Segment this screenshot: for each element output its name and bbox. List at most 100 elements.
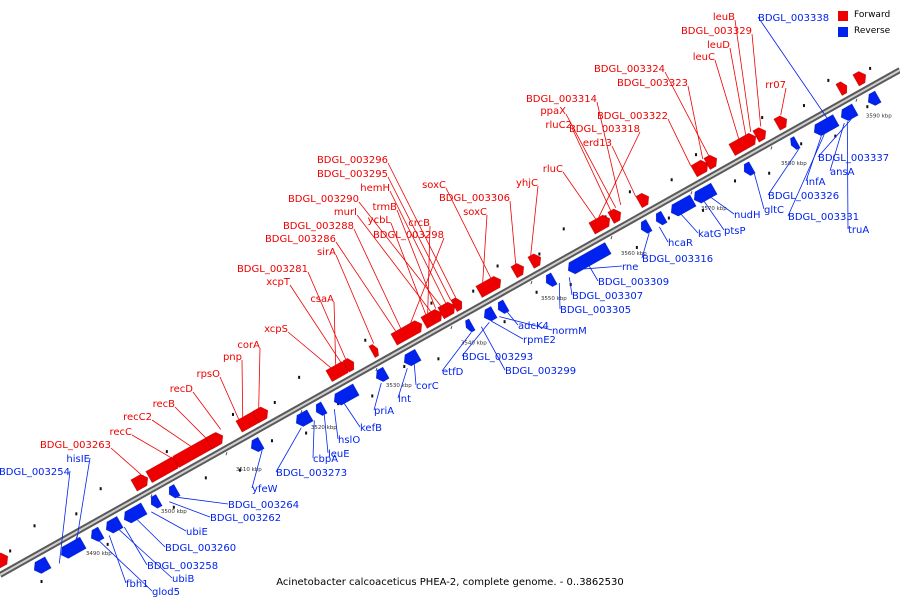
- forward-gene-label: recC2: [123, 412, 191, 447]
- rev-strand-dot: [270, 439, 273, 443]
- forward-gene-label: xcpS: [264, 324, 331, 368]
- reverse-gene-label-leader: [588, 265, 599, 282]
- forward-gene-label-leader: [530, 185, 539, 256]
- forward-gene-label-text: BDGL_003288: [283, 221, 354, 232]
- forward-gene-label-text: trmB: [373, 202, 398, 213]
- reverse-gene-arrow: [840, 103, 859, 122]
- forward-gene-label: BDGL_003324: [594, 64, 710, 156]
- reverse-gene-label-text: BDGL_003260: [165, 543, 236, 554]
- forward-gene-arrow: [703, 154, 718, 171]
- reverse-gene-label-leader: [711, 197, 735, 215]
- forward-gene-label: recB: [153, 399, 206, 439]
- forward-gene-label-leader: [219, 376, 240, 420]
- forward-gene-label: ppaX: [540, 106, 617, 208]
- forward-gene-label-text: BDGL_003324: [594, 64, 665, 75]
- reverse-gene-label: BDGL_003262: [169, 501, 281, 524]
- forward-gene-label-text: erd13: [583, 138, 612, 149]
- reverse-gene-label: ansA: [829, 122, 855, 178]
- kbp-tick-label: 3490 kbp: [86, 551, 112, 557]
- reverse-gene-label-leader: [506, 311, 519, 326]
- reverse-gene-label: rpmE2: [491, 320, 556, 346]
- rev-strand-dot: [371, 394, 374, 398]
- forward-gene-label: crcB: [408, 218, 431, 314]
- forward-gene-label: soxC: [463, 207, 488, 283]
- fwd-strand-dot: [538, 252, 541, 256]
- reverse-gene-arrow: [567, 241, 612, 275]
- fwd-strand-dot: [670, 178, 673, 182]
- forward-gene-label-text: murI: [334, 207, 357, 218]
- fwd-strand-dot: [99, 487, 102, 491]
- reverse-gene-arrow: [813, 114, 840, 137]
- forward-gene-label-text: leuD: [707, 40, 730, 51]
- forward-gene-label: sirA: [317, 247, 375, 344]
- forward-gene-arrow: [773, 115, 788, 131]
- reverse-gene-label-leader: [73, 457, 91, 556]
- kbp-tick-mark: [855, 98, 858, 102]
- forward-gene-label: BDGL_003318: [569, 124, 641, 218]
- forward-gene-label: BDGL_003296: [317, 155, 457, 298]
- fwd-strand-dot: [165, 450, 168, 454]
- forward-gene-arrow: [835, 81, 848, 97]
- reverse-gene-label: BDGL_003293: [461, 321, 533, 363]
- forward-gene-label-text: BDGL_003263: [40, 440, 111, 451]
- fwd-strand-dot: [695, 153, 698, 157]
- forward-gene-arrow: [607, 208, 622, 225]
- forward-gene-label: rluC2: [545, 120, 612, 211]
- kbp-tick-mark: [225, 452, 228, 456]
- reverse-gene-arrow: [464, 318, 476, 333]
- forward-gene-arrow: [342, 357, 355, 373]
- forward-gene-label-leader: [482, 214, 488, 283]
- forward-gene-label-leader: [751, 33, 762, 127]
- reverse-gene-label: priA: [373, 382, 394, 417]
- forward-gene-label-text: BDGL_003322: [597, 111, 668, 122]
- reverse-gene-label: BDGL_003331: [787, 134, 859, 223]
- forward-gene-arrow: [368, 343, 380, 359]
- reverse-gene-label-leader: [177, 496, 229, 505]
- legend-reverse-label: Reverse: [854, 26, 891, 36]
- reverse-gene-label-leader: [491, 320, 524, 340]
- reverse-gene-label-leader: [658, 226, 669, 243]
- fwd-strand-dot: [298, 375, 301, 379]
- reverse-gene-label-text: nudH: [734, 210, 761, 221]
- kbp-tick-label: 3570 kbp: [701, 206, 727, 212]
- forward-gene-label-text: ycbL: [368, 215, 392, 226]
- forward-gene-label: corA: [237, 340, 261, 409]
- reverse-gene-label: hisIE: [66, 454, 91, 556]
- forward-gene-arrow: [752, 127, 767, 143]
- forward-gene-label-leader: [596, 101, 622, 206]
- reverse-gene-label-text: cbpA: [313, 454, 338, 465]
- reverse-gene-arrow: [789, 135, 801, 151]
- legend-reverse-swatch: [838, 27, 848, 37]
- reverse-gene-label-text: BDGL_003258: [147, 561, 218, 572]
- forward-gene-label-leader: [664, 71, 710, 156]
- reverse-gene-label-leader: [151, 511, 187, 532]
- reverse-gene-label-leader: [757, 16, 835, 129]
- reverse-gene-label-leader: [108, 535, 127, 584]
- reverse-gene-arrow: [33, 556, 52, 574]
- fwd-strand-dot: [231, 412, 234, 416]
- forward-gene-label-leader: [287, 331, 331, 368]
- reverse-gene-label-leader: [58, 470, 71, 564]
- kbp-tick-label: 3560 kbp: [621, 251, 647, 257]
- reverse-gene-label-leader: [568, 277, 573, 296]
- fwd-strand-dot: [761, 116, 764, 120]
- reverse-gene-label: adcK4: [506, 311, 549, 332]
- forward-gene-label-text: BDGL_003295: [317, 169, 388, 180]
- reverse-gene-label-text: BDGL_003273: [276, 468, 347, 479]
- reverse-gene-label-leader: [397, 368, 408, 399]
- genome-axis: [0, 67, 900, 578]
- forward-gene-label-leader: [611, 145, 637, 197]
- fwd-strand-dot: [472, 289, 475, 293]
- fwd-strand-dot: [9, 549, 12, 553]
- reverse-gene-label-text: BDGL_003337: [818, 153, 889, 164]
- reverse-gene-label-text: rne: [622, 262, 638, 273]
- forward-gene-label: leuB: [713, 12, 752, 133]
- forward-gene-label-leader: [358, 201, 442, 307]
- rev-strand-dot: [204, 476, 207, 480]
- reverse-gene-arrow: [743, 161, 756, 177]
- forward-gene-label-leader: [729, 47, 747, 135]
- forward-gene-arrow: [450, 297, 463, 313]
- forward-gene-label-text: BDGL_003314: [526, 94, 597, 105]
- rev-strand-dot: [503, 320, 506, 324]
